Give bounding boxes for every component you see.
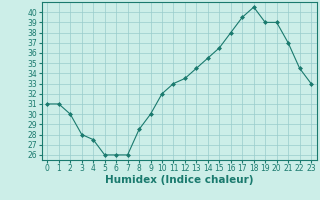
- X-axis label: Humidex (Indice chaleur): Humidex (Indice chaleur): [105, 175, 253, 185]
